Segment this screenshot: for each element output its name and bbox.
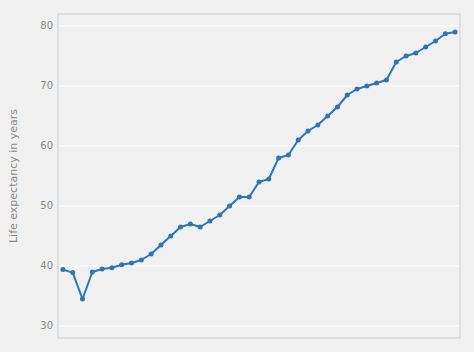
point — [90, 270, 95, 275]
point — [257, 180, 262, 185]
point — [345, 93, 350, 98]
y-tick-label: 60 — [40, 140, 53, 151]
point — [247, 195, 252, 200]
grid-line — [58, 325, 460, 326]
point — [119, 262, 124, 267]
point — [306, 129, 311, 134]
plot-area — [60, 30, 457, 302]
point — [60, 267, 65, 272]
point — [149, 252, 154, 257]
point — [188, 222, 193, 227]
point — [364, 84, 369, 89]
point — [335, 105, 340, 110]
y-tick-label: 70 — [40, 80, 53, 91]
point — [217, 213, 222, 218]
point — [413, 51, 418, 56]
y-tick-label: 80 — [40, 20, 53, 31]
point — [394, 60, 399, 65]
point — [129, 261, 134, 266]
point — [100, 267, 105, 272]
point — [404, 54, 409, 59]
background — [0, 0, 474, 352]
point — [374, 81, 379, 86]
y-axis-label: Life expectancy in years — [7, 109, 20, 243]
grid-line — [58, 205, 460, 206]
point — [315, 123, 320, 128]
point — [168, 234, 173, 239]
point — [139, 258, 144, 263]
point — [296, 138, 301, 143]
point — [227, 204, 232, 209]
point — [237, 195, 242, 200]
point — [207, 219, 212, 224]
grid-line — [58, 25, 460, 26]
point — [80, 297, 85, 302]
point — [355, 87, 360, 92]
point — [423, 45, 428, 50]
y-tick-label: 30 — [40, 320, 53, 331]
line — [63, 32, 455, 299]
y-tick-label: 50 — [40, 200, 53, 211]
plot-frame — [58, 14, 460, 338]
point — [443, 31, 448, 36]
point — [276, 156, 281, 161]
point — [325, 114, 330, 119]
point — [198, 225, 203, 230]
point — [109, 265, 114, 270]
y-tick-label: 40 — [40, 260, 53, 271]
point — [70, 270, 75, 275]
point — [286, 153, 291, 158]
chart-container: 30 40 50 60 70 80 Life expectancy in years — [0, 0, 474, 352]
chart: 30 40 50 60 70 80 Life expectancy in years — [0, 0, 474, 352]
point — [453, 30, 458, 35]
point — [384, 78, 389, 83]
point — [266, 177, 271, 182]
grid-line — [58, 85, 460, 86]
point — [158, 243, 163, 248]
point — [433, 39, 438, 44]
grid-line — [58, 145, 460, 146]
point — [178, 225, 183, 230]
